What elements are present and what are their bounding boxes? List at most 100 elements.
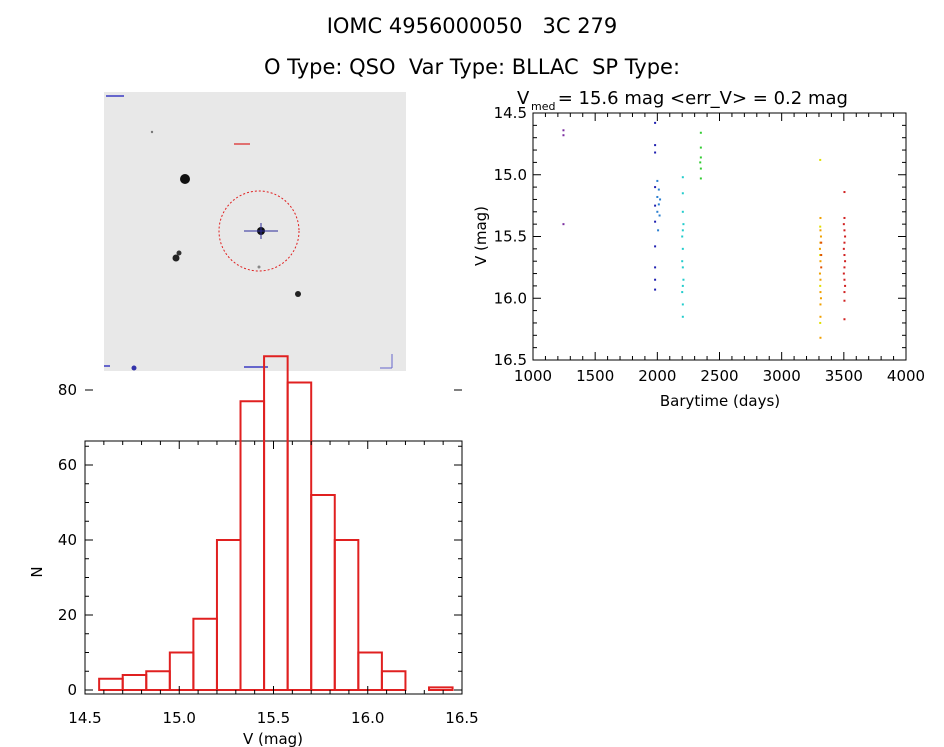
light-curve-point bbox=[842, 247, 845, 250]
light-curve-point bbox=[681, 303, 684, 306]
light-curve-point bbox=[818, 247, 821, 250]
light-curve-point bbox=[656, 210, 659, 213]
histogram-bar bbox=[145, 670, 171, 691]
light-curve-ytick-label: 16.0 bbox=[494, 289, 527, 307]
light-curve-point bbox=[844, 260, 847, 263]
star bbox=[172, 254, 180, 262]
light-curve-point bbox=[562, 223, 565, 226]
light-curve-point bbox=[699, 146, 702, 149]
light-curve-point bbox=[699, 161, 702, 164]
histogram-bar bbox=[215, 539, 242, 691]
histogram-xtick-label: 16.0 bbox=[351, 709, 384, 727]
light-curve-point bbox=[681, 210, 684, 213]
histogram-xtick-label: 14.5 bbox=[68, 709, 101, 727]
light-curve-point bbox=[843, 318, 846, 321]
light-curve-point bbox=[681, 284, 684, 287]
histogram-ytick-label: 80 bbox=[58, 381, 77, 399]
light-curve-point bbox=[654, 204, 657, 207]
light-curve-point bbox=[842, 272, 845, 275]
star bbox=[131, 365, 137, 371]
histogram-xtick-label: 15.5 bbox=[257, 709, 290, 727]
histogram-bar bbox=[98, 677, 124, 691]
light-curve-point bbox=[654, 278, 657, 281]
sky-image-panel bbox=[104, 92, 406, 371]
aperture-circle bbox=[218, 190, 300, 272]
light-curve-ytick-label: 16.5 bbox=[494, 351, 527, 369]
light-curve-point bbox=[819, 260, 822, 263]
light-curve-point bbox=[657, 188, 660, 191]
light-curve-point bbox=[843, 216, 846, 219]
light-curve-point bbox=[843, 266, 846, 269]
light-curve-point bbox=[654, 121, 657, 124]
light-curve-point bbox=[681, 315, 684, 318]
light-curve-point bbox=[819, 303, 822, 306]
light-curve-ylabel: V (mag) bbox=[472, 206, 490, 266]
histogram-bar bbox=[121, 674, 148, 691]
histogram-xtick-label: 16.5 bbox=[445, 709, 478, 727]
light-curve-point bbox=[654, 144, 657, 147]
stat-label-med: med bbox=[531, 100, 555, 113]
light-curve-point bbox=[682, 278, 685, 281]
light-curve-point bbox=[659, 198, 662, 201]
page-title: IOMC 4956000050 3C 279 bbox=[326, 14, 618, 38]
histogram-bar bbox=[357, 651, 383, 691]
light-curve-frame bbox=[532, 112, 907, 361]
light-curve-point bbox=[682, 223, 685, 226]
light-curve-point bbox=[819, 284, 822, 287]
light-curve-point bbox=[819, 254, 822, 257]
light-curve-point bbox=[842, 223, 845, 226]
light-curve-point bbox=[681, 260, 684, 263]
light-curve-point bbox=[819, 336, 822, 339]
light-curve-point bbox=[699, 177, 702, 180]
light-curve-point bbox=[843, 241, 846, 244]
light-curve-point bbox=[843, 299, 846, 302]
light-curve-point bbox=[843, 291, 846, 294]
light-curve-point bbox=[819, 321, 822, 324]
light-curve-ytick-label: 14.5 bbox=[494, 104, 527, 122]
light-curve-point bbox=[681, 229, 684, 232]
light-curve-point bbox=[654, 245, 657, 248]
light-curve-xtick-label: 1000 bbox=[514, 367, 552, 385]
light-curve-point bbox=[654, 186, 657, 189]
light-curve-point bbox=[681, 192, 684, 195]
star bbox=[180, 174, 190, 184]
light-curve-point bbox=[843, 191, 846, 194]
object-type-subtitle: O Type: QSO Var Type: BLLAC SP Type: bbox=[263, 55, 681, 79]
light-curve-point bbox=[819, 225, 822, 228]
light-curve-point bbox=[819, 235, 822, 238]
light-curve-point bbox=[562, 129, 565, 132]
star bbox=[150, 130, 154, 134]
histogram-ytick-label: 20 bbox=[58, 606, 77, 624]
histogram-bar bbox=[380, 670, 407, 691]
light-curve-point bbox=[654, 151, 657, 154]
histogram-bar bbox=[310, 494, 336, 691]
light-curve-point bbox=[657, 229, 660, 232]
sky-image bbox=[104, 92, 406, 371]
stat-label-v: V bbox=[517, 88, 530, 109]
light-curve-point bbox=[681, 291, 684, 294]
light-curve-xtick-label: 3500 bbox=[825, 367, 863, 385]
light-curve-ytick-label: 15.5 bbox=[494, 228, 527, 246]
light-curve-point bbox=[658, 214, 661, 217]
light-curve-point bbox=[843, 254, 846, 257]
histogram-bar bbox=[286, 381, 313, 691]
light-curve-xtick-label: 2000 bbox=[638, 367, 676, 385]
star bbox=[257, 265, 261, 269]
light-curve-point bbox=[657, 203, 660, 206]
light-curve-ytick-label: 15.0 bbox=[494, 166, 527, 184]
light-curve-point bbox=[819, 297, 822, 300]
marker-label bbox=[234, 143, 250, 145]
corner-label bbox=[106, 95, 124, 97]
histogram-bar bbox=[263, 355, 289, 691]
light-curve-point bbox=[819, 291, 822, 294]
light-curve-point bbox=[681, 235, 684, 238]
light-curve-point bbox=[681, 247, 684, 250]
light-curve-point bbox=[562, 134, 565, 137]
histogram-bar bbox=[168, 651, 195, 691]
light-curve-point bbox=[820, 266, 823, 269]
histogram-xtick-label: 15.0 bbox=[163, 709, 196, 727]
light-curve-point bbox=[844, 235, 847, 238]
light-curve-point bbox=[819, 158, 822, 161]
light-curve-point bbox=[820, 254, 823, 257]
histogram-ytick-label: 0 bbox=[67, 681, 77, 699]
